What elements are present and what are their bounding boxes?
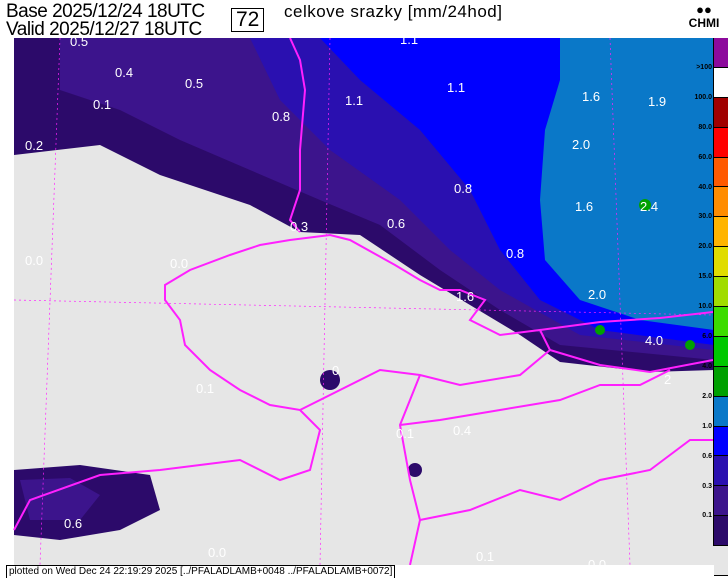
map-value-label: 1.1 <box>345 93 363 108</box>
legend-swatch <box>714 426 728 457</box>
map-value-label: 2.4 <box>640 199 658 214</box>
map-value-label: 2.0 <box>588 287 606 302</box>
map-value-label: 4.0 <box>645 333 663 348</box>
legend-label: >100 <box>696 63 712 71</box>
map-value-label: 0.0 <box>25 253 43 268</box>
map-value-label: 0.2 <box>25 138 43 153</box>
legend-label: 30.0 <box>698 213 712 221</box>
legend-swatch <box>714 38 728 68</box>
logo-mark-icon: ●● <box>696 2 712 17</box>
legend-swatch <box>714 336 728 367</box>
map-value-label: 1.1 <box>400 38 418 47</box>
legend-label: 40.0 <box>698 183 712 191</box>
legend-label: 15.0 <box>698 273 712 281</box>
forecast-hour-box: 72 <box>231 8 265 32</box>
legend-label: 4.0 <box>702 362 712 370</box>
legend-swatch <box>714 247 728 278</box>
legend-label: 100.0 <box>694 93 712 101</box>
base-time: Base 2025/12/24 18UTC <box>6 1 205 22</box>
legend-swatch <box>714 366 728 397</box>
map-value-label: 0.1 <box>93 97 111 112</box>
map-value-label: 0.3 <box>290 219 308 234</box>
legend-swatch <box>714 516 728 547</box>
precip-area-2.0 <box>540 38 714 330</box>
map-value-label: 0.1 <box>476 549 494 564</box>
map-value-label: 2.0 <box>572 137 590 152</box>
legend-label: 1.0 <box>702 422 712 430</box>
map-value-label: 0.1 <box>396 426 414 441</box>
map-title: celkove srazky [mm/24hod] <box>284 2 503 21</box>
map-value-label: 0.8 <box>506 246 524 261</box>
map-value-label: 0.5 <box>70 38 88 49</box>
precip-cell <box>595 325 605 335</box>
legend-label: 6.0 <box>702 333 712 340</box>
color-legend <box>713 38 728 577</box>
logo-text: CHMI <box>688 16 720 30</box>
map-value-label: 0.8 <box>272 109 290 124</box>
map-value-label: 0.5 <box>185 76 203 91</box>
map-value-label: 0 <box>332 363 339 378</box>
map-value-label: 0.6 <box>387 216 405 231</box>
legend-swatch <box>714 486 728 517</box>
legend-swatch <box>714 97 728 128</box>
legend-swatch <box>714 396 728 427</box>
map-value-label: 0.6 <box>64 516 82 531</box>
legend-label: 0.3 <box>702 482 712 490</box>
legend-label: 10.0 <box>698 303 712 311</box>
map-value-label: 1.6 <box>456 289 474 304</box>
map-value-label: 1.9 <box>648 94 666 109</box>
precip-cell <box>320 370 340 390</box>
map-value-label: 0.0 <box>588 557 606 565</box>
graticule <box>13 38 714 565</box>
precipitation-map: 0.5 0.4 0.5 1.1 1.1 1.1 1.6 1.9 0.1 0.8 2.0 0.2 0.8 1… <box>13 38 714 565</box>
precip-cell <box>685 340 695 350</box>
legend-swatch <box>714 307 728 337</box>
map-value-label: 0.4 <box>115 65 133 80</box>
legend-swatch <box>714 157 728 188</box>
legend-label: 20.0 <box>698 243 712 251</box>
legend-label: 80.0 <box>698 123 712 131</box>
legend-swatch <box>714 217 728 248</box>
legend-label: 0.6 <box>702 452 712 460</box>
legend-label: 60.0 <box>698 153 712 161</box>
map-value-label: 1.1 <box>447 80 465 95</box>
legend-swatch <box>714 277 728 308</box>
legend-label: 0.1 <box>702 512 712 520</box>
map-value-label: 1.6 <box>582 89 600 104</box>
map-value-label: 0.1 <box>196 381 214 396</box>
legend-swatch <box>714 127 728 158</box>
legend-swatch <box>714 456 728 487</box>
legend-swatch <box>714 546 728 577</box>
map-value-label: 0.4 <box>453 423 471 438</box>
plot-info-footer: plotted on Wed Dec 24 22:19:29 2025 [../… <box>6 565 396 578</box>
legend-label: 2.0 <box>702 392 712 400</box>
precip-area-sw-inner <box>20 478 100 520</box>
valid-time: Valid 2025/12/27 18UTC <box>6 19 202 40</box>
precip-cell <box>639 199 651 211</box>
map-value-label: 1.6 <box>575 199 593 214</box>
legend-swatch <box>714 187 728 218</box>
map-value-labels: 0.5 0.4 0.5 1.1 1.1 1.1 1.6 1.9 0.1 0.8 2.0 0.2 0.8 1… <box>25 38 671 565</box>
legend-swatch <box>714 67 728 98</box>
chmi-logo: ●● CHMI <box>686 3 722 30</box>
precip-cell <box>408 463 422 477</box>
map-value-label: 0.8 <box>454 181 472 196</box>
map-value-label: 2 <box>664 372 671 387</box>
map-value-label: 0.0 <box>170 256 188 271</box>
country-borders <box>13 38 714 565</box>
map-value-label: 0.0 <box>208 545 226 560</box>
